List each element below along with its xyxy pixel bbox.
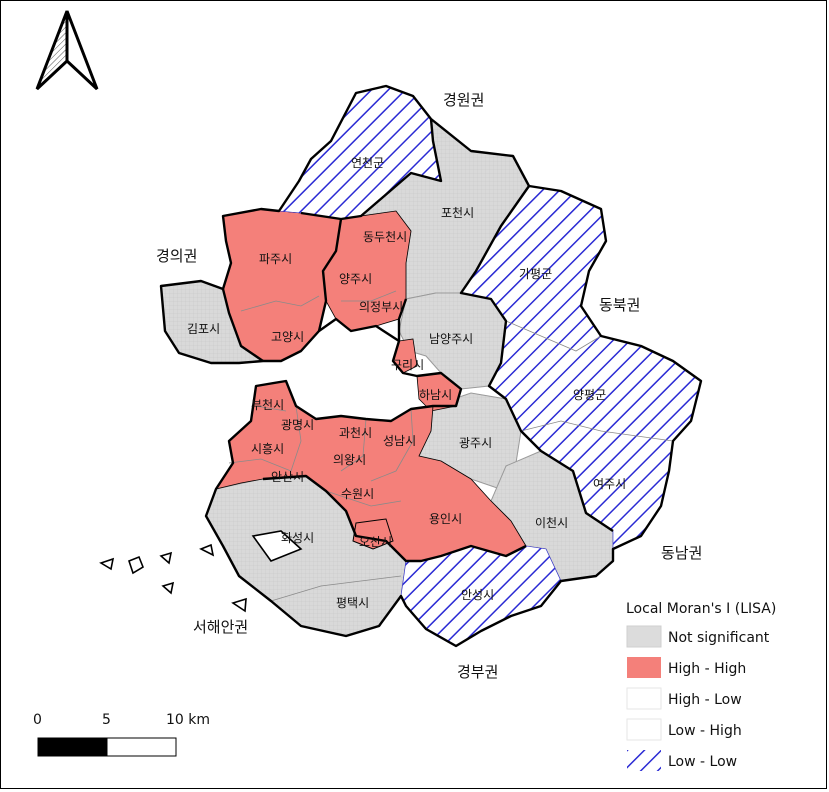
label-anseong: 안성시 — [461, 588, 494, 602]
municipality-labels: 연천군 포천시 동두천시 파주시 양주시 의정부시 가평군 김포시 고양시 남양… — [187, 155, 626, 610]
legend-swatch-high-low — [626, 687, 662, 710]
label-hanam: 하남시 — [419, 388, 452, 402]
label-pyeongtaek: 평택시 — [336, 596, 369, 610]
legend-label-high-low: High - Low — [668, 692, 742, 708]
label-siheung: 시흥시 — [251, 442, 284, 456]
label-namyangju: 남양주시 — [429, 332, 473, 346]
label-hwaseong: 화성시 — [281, 531, 314, 545]
legend-label-low-low: Low - Low — [668, 754, 737, 770]
label-gwacheon: 과천시 — [339, 425, 372, 440]
legend-title: Local Moran's I (LISA) — [626, 601, 776, 617]
islands — [99, 530, 303, 613]
legend-label-low-high: Low - High — [668, 723, 742, 739]
scale-segment-white — [106, 737, 177, 757]
label-paju: 파주시 — [259, 252, 292, 266]
label-bucheon: 부천시 — [251, 397, 284, 412]
region-label-gyeongbu: 경부권 — [457, 663, 498, 681]
municipal-boundaries — [228, 290, 674, 602]
legend-swatch-low-high — [626, 718, 662, 741]
scale-label-5: 5 — [102, 712, 111, 728]
label-suwon: 수원시 — [341, 487, 374, 501]
label-goyang: 고양시 — [271, 330, 304, 344]
label-gwangju: 광주시 — [459, 436, 492, 450]
scale-label-10: 10 km — [166, 712, 210, 728]
label-osan: 오산시 — [359, 535, 392, 549]
label-gimpo: 김포시 — [187, 322, 220, 336]
legend-label-not-significant: Not significant — [668, 630, 770, 646]
label-ansan: 안산시 — [271, 470, 304, 484]
region-label-gyeongwon: 경원권 — [443, 91, 484, 109]
label-guri: 구리시 — [391, 358, 424, 372]
label-yangpyeong: 양평군 — [573, 388, 606, 402]
legend: Local Moran's I (LISA) Not significant H… — [626, 601, 776, 771]
north-arrow-icon — [35, 10, 99, 91]
label-gapyeong: 가평군 — [519, 267, 552, 281]
label-pocheon: 포천시 — [441, 205, 474, 220]
legend-swatch-high-high — [627, 657, 661, 678]
region-label-dongbuk: 동북권 — [599, 296, 640, 314]
legend-label-high-high: High - High — [668, 661, 746, 677]
label-seongnam: 성남시 — [383, 434, 416, 448]
region-label-seohaean: 서해안권 — [193, 618, 248, 636]
label-yeoncheon: 연천군 — [351, 155, 384, 170]
region-label-gyeongui: 경의권 — [156, 247, 197, 265]
region-boundaries — [159, 84, 703, 648]
legend-swatch-low-low — [627, 750, 661, 771]
region-label-dongnam: 동남권 — [661, 544, 702, 562]
label-yeoju: 여주시 — [593, 477, 626, 491]
legend-swatch-not-significant — [626, 625, 662, 648]
label-uijeongbu: 의정부시 — [359, 300, 403, 314]
label-uiwang: 의왕시 — [333, 453, 366, 467]
scale-label-0: 0 — [33, 712, 42, 728]
label-dongducheon: 동두천시 — [363, 229, 407, 244]
label-gwangmyeong: 광명시 — [281, 418, 314, 432]
region-labels: 경원권 경의권 동북권 동남권 서해안권 경부권 — [156, 91, 702, 681]
scale-bar: 0 5 10 km — [33, 712, 210, 757]
label-yongin: 용인시 — [429, 512, 462, 526]
label-yangju: 양주시 — [339, 272, 372, 286]
low-low-areas — [278, 85, 702, 647]
label-icheon: 이천시 — [535, 515, 568, 530]
scale-segment-black — [37, 737, 108, 757]
